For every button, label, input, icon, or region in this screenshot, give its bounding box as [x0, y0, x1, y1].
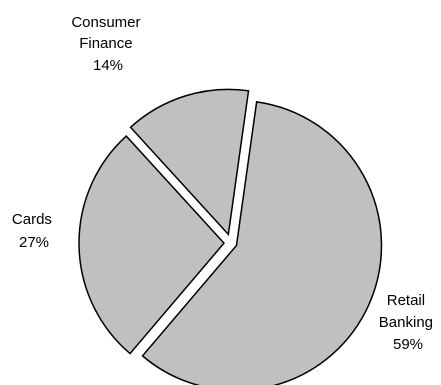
slice-label-cards: Cards 27% [12, 211, 56, 251]
slice-label-consumer-finance-line1: Consumer [71, 14, 140, 31]
slice-cards [78, 134, 225, 355]
slice-consumer-finance [129, 88, 250, 237]
slice-retail-banking [141, 101, 383, 385]
slice-label-cards-line1: Cards [12, 211, 52, 228]
slice-label-retail-banking-line1: Retail [387, 292, 425, 309]
slice-label-consumer-finance: Consumer Finance 14% [71, 14, 144, 74]
pie-slices [78, 88, 383, 385]
slice-label-consumer-finance-line2: Finance [79, 35, 132, 52]
slice-percent-retail-banking: 59% [393, 336, 423, 353]
slice-label-retail-banking-line2: Banking [379, 314, 433, 331]
slice-percent-consumer-finance: 14% [93, 57, 123, 74]
slice-percent-cards: 27% [19, 234, 49, 251]
slice-label-retail-banking: Retail Banking 59% [379, 292, 437, 353]
